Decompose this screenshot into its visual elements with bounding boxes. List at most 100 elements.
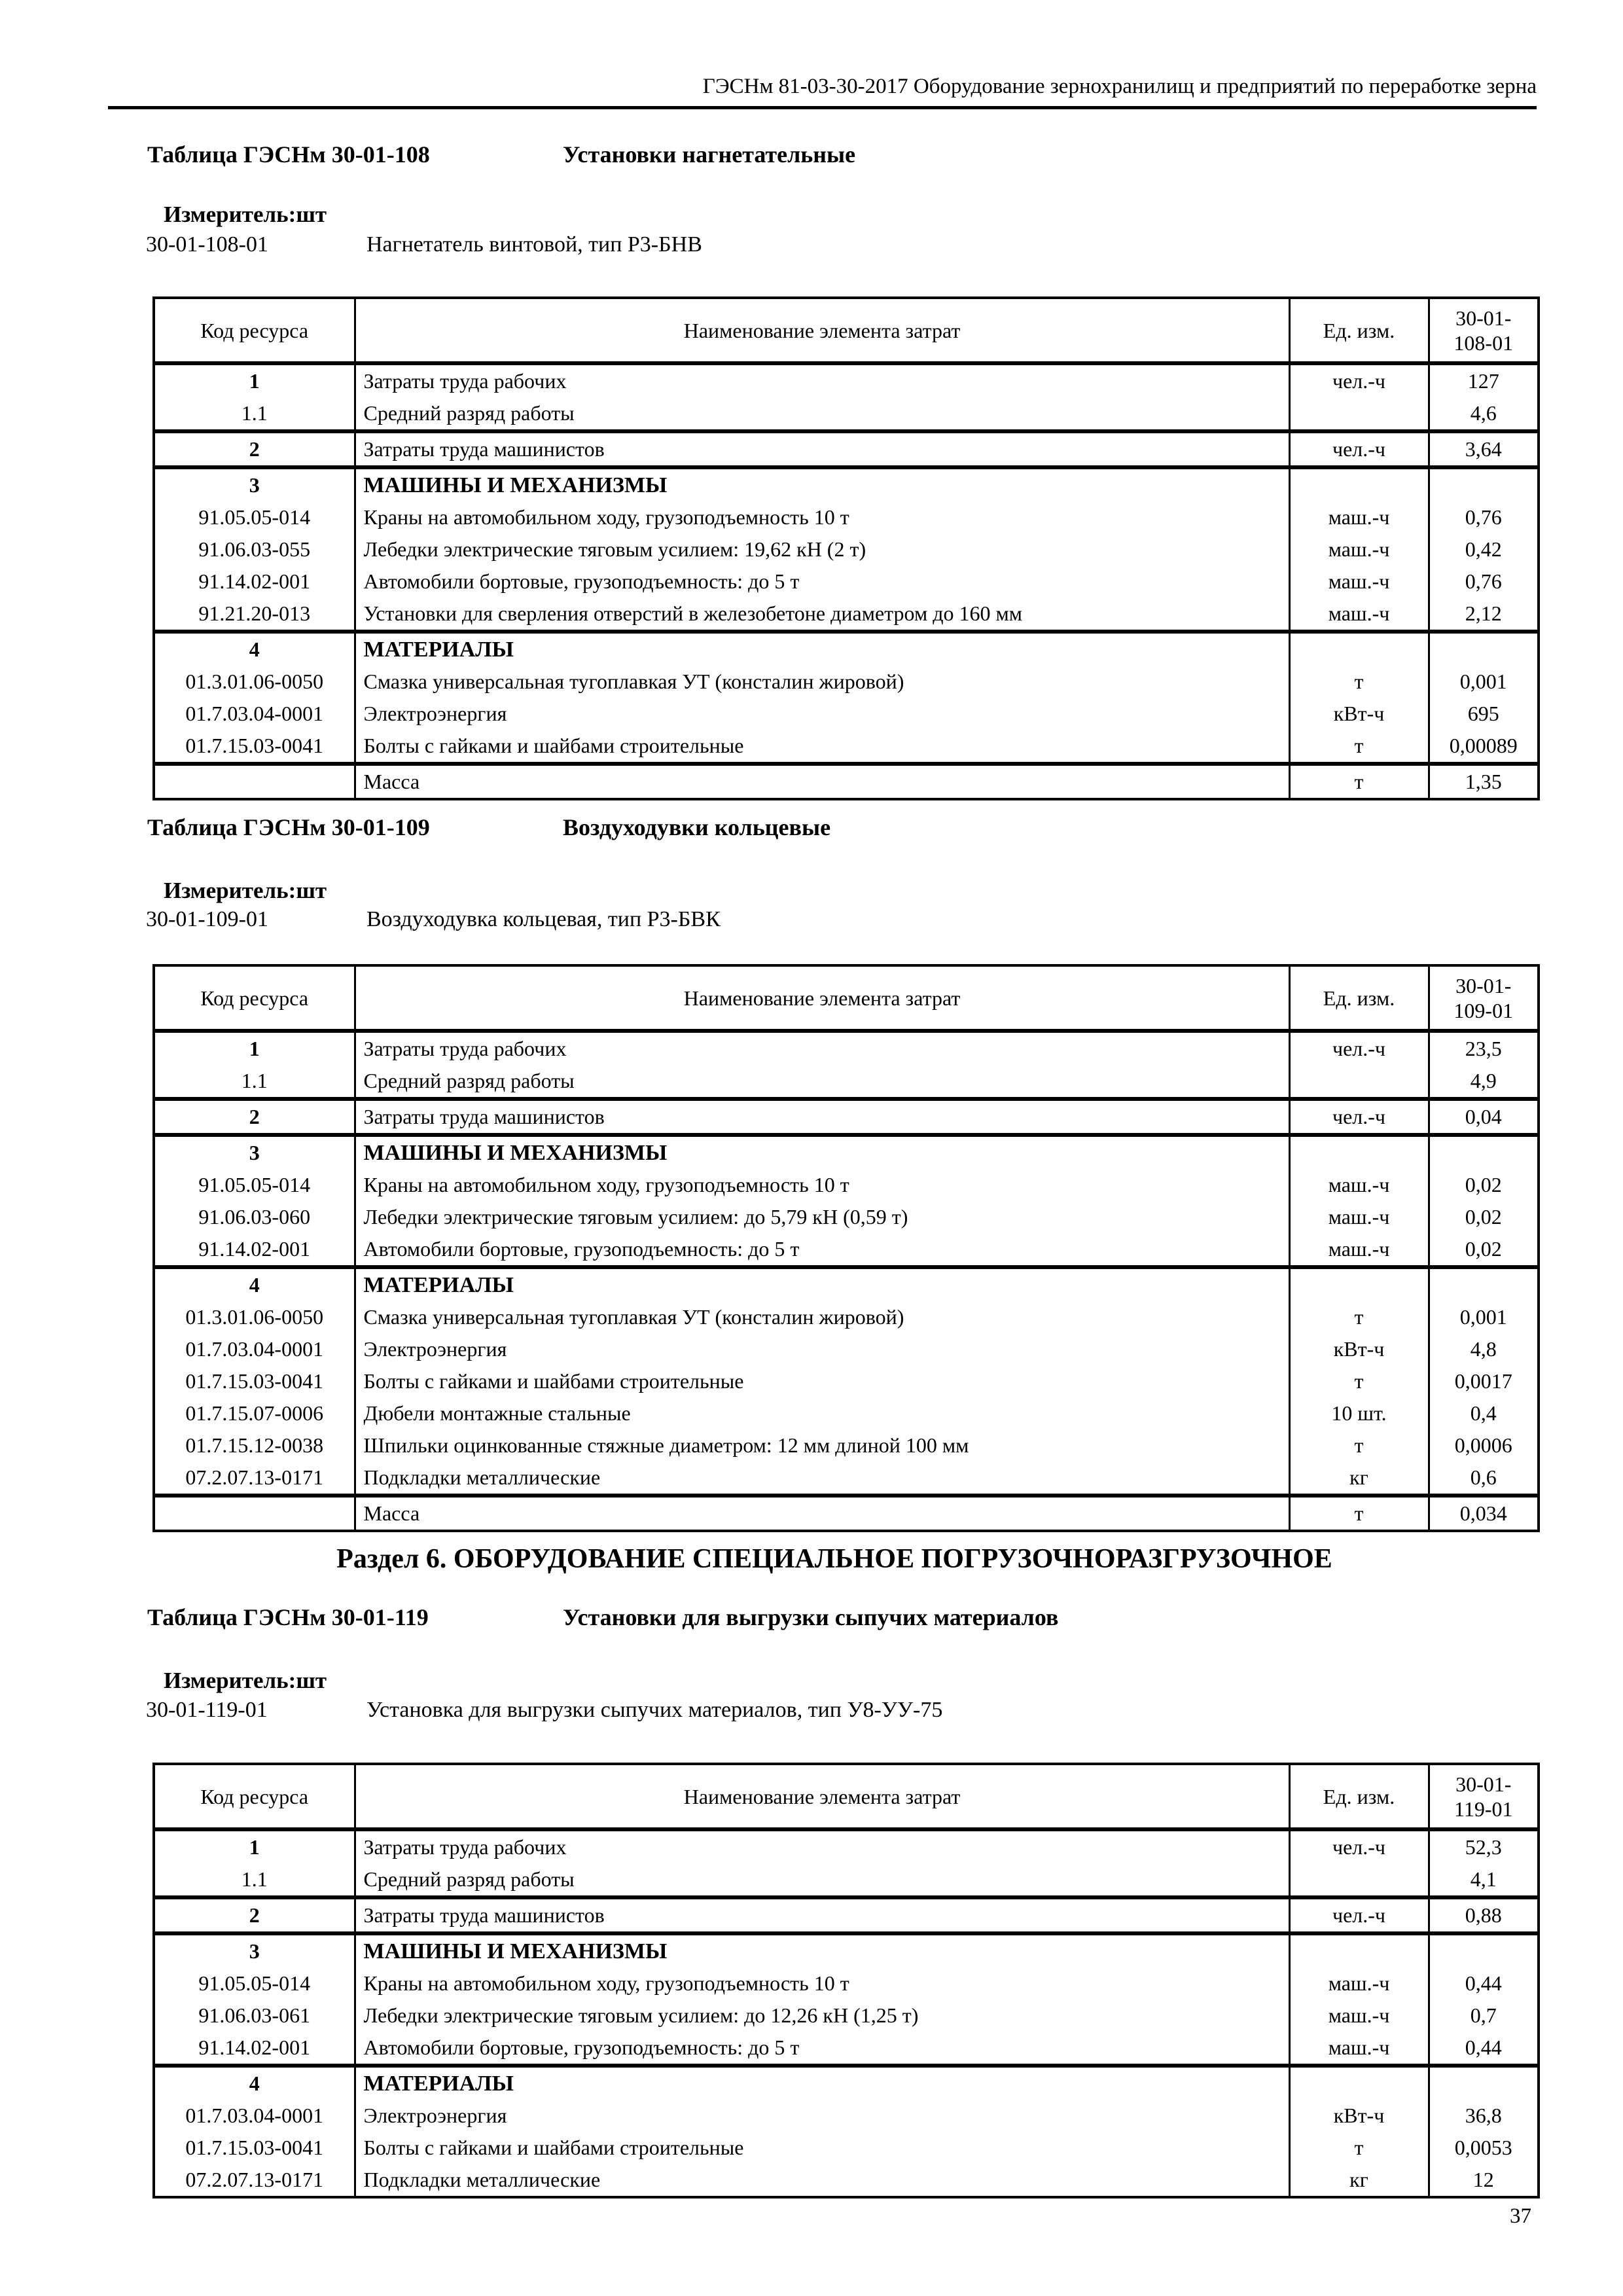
col-header-unit: Ед. изм.	[1288, 965, 1430, 1033]
cell-code: 4	[152, 2064, 356, 2100]
table-row: 2 Затраты труда машинистов чел.-ч 3,64	[152, 429, 1540, 467]
table-row: 91.05.05-014 Краны на автомобильном ходу,…	[152, 1967, 1540, 2000]
cell-unit: т	[1288, 730, 1430, 764]
cell-value: 4,6	[1427, 397, 1540, 431]
cell-name: Смазка универсальная тугоплавкая УТ (кон…	[353, 666, 1291, 698]
cell-unit: т	[1288, 2132, 1430, 2164]
table-row: 91.05.05-014 Краны на автомобильном ходу,…	[152, 501, 1540, 533]
table-row: 01.3.01.06-0050 Смазка универсальная туго…	[152, 1301, 1540, 1333]
cell-unit: кВт-ч	[1288, 1333, 1430, 1365]
cell-unit: чел.-ч	[1288, 1829, 1430, 1863]
cell-name: Затраты труда машинистов	[353, 1895, 1291, 1933]
cell-value: 0,001	[1427, 666, 1540, 698]
cell-code: 91.21.20-013	[152, 598, 356, 632]
item-code: 30-01-109-01	[146, 907, 268, 931]
table-section-109: Таблица ГЭСНм 30-01-109 Воздуходувки коль…	[128, 814, 1541, 1532]
measurer-value: шт	[296, 202, 327, 227]
cell-name: Затраты труда рабочих	[353, 363, 1291, 397]
col-header-norm-code: 30-01- 109-01	[1427, 965, 1540, 1033]
cell-code: 01.7.15.03-0041	[152, 2132, 356, 2164]
table-row: 07.2.07.13-0171 Подкладки металлические кг…	[152, 2164, 1540, 2197]
cell-code: 1.1	[152, 1863, 356, 1897]
cost-table-109: Код ресурса Наименование элемента затрат…	[152, 964, 1540, 1532]
cell-unit	[1288, 2064, 1430, 2100]
measurer-line: Измеритель:шт	[164, 202, 327, 228]
item-name: Воздуходувка кольцевая, тип Р3-БВК	[366, 907, 721, 931]
cell-name: Установки для сверления отверстий в желе…	[353, 598, 1291, 632]
cell-code: 01.7.03.04-0001	[152, 1333, 356, 1365]
cell-unit: т	[1288, 1494, 1430, 1531]
cell-value: 0,7	[1427, 2000, 1540, 2032]
cell-unit	[1288, 1931, 1430, 1967]
cell-code: 91.06.03-055	[152, 533, 356, 565]
cell-name: Средний разряд работы	[353, 1065, 1291, 1099]
item-code: 30-01-108-01	[146, 232, 268, 257]
cell-name: Краны на автомобильном ходу, грузоподъем…	[353, 1967, 1291, 2000]
cell-unit: маш.-ч	[1288, 1169, 1430, 1201]
cell-name: МАТЕРИАЛЫ	[353, 2064, 1291, 2100]
cell-code: 3	[152, 1931, 356, 1967]
cell-name: МАШИНЫ И МЕХАНИЗМЫ	[353, 1931, 1291, 1967]
cell-value: 4,8	[1427, 1333, 1540, 1365]
cell-value: 4,9	[1427, 1065, 1540, 1099]
cell-name: МАШИНЫ И МЕХАНИЗМЫ	[353, 1133, 1291, 1169]
cell-unit	[1288, 1133, 1430, 1169]
cell-unit	[1288, 630, 1430, 666]
table-title: Таблица ГЭСНм 30-01-108 Установки нагнета…	[147, 141, 855, 168]
cell-value: 0,00089	[1427, 730, 1540, 764]
cell-unit: чел.-ч	[1288, 363, 1430, 397]
table-row: 1 Затраты труда рабочих чел.-ч 23,5	[152, 1031, 1540, 1065]
cell-value: 0,42	[1427, 533, 1540, 565]
running-header: ГЭСНм 81-03-30-2017 Оборудование зернохр…	[702, 75, 1537, 98]
col-header-norm-code: 30-01- 119-01	[1427, 1764, 1540, 1831]
cell-value: 0,0006	[1427, 1429, 1540, 1462]
table-title-code: Таблица ГЭСНм 30-01-119	[147, 1604, 429, 1630]
table-row: 4 МАТЕРИАЛЫ	[152, 630, 1540, 666]
table-title-name: Воздуходувки кольцевые	[563, 814, 831, 840]
cell-value	[1427, 1133, 1540, 1169]
cell-unit	[1288, 1863, 1430, 1897]
col-header-unit: Ед. изм.	[1288, 1764, 1430, 1831]
cell-value: 3,64	[1427, 429, 1540, 467]
col-header-norm-code: 30-01- 108-01	[1427, 298, 1540, 365]
cell-value: 0,034	[1427, 1494, 1540, 1531]
cell-unit: т	[1288, 762, 1430, 799]
cell-code: 1	[152, 1829, 356, 1863]
section-heading: Раздел 6. ОБОРУДОВАНИЕ СПЕЦИАЛЬНОЕ ПОГРУ…	[336, 1544, 1332, 1574]
cell-value: 0,6	[1427, 1462, 1540, 1496]
cell-name: Болты с гайками и шайбами строительные	[353, 2132, 1291, 2164]
cell-value: 0,44	[1427, 2032, 1540, 2066]
cell-code: 2	[152, 1097, 356, 1135]
cell-value: 0,02	[1427, 1201, 1540, 1233]
cell-value: 127	[1427, 363, 1540, 397]
item-line: 30-01-109-01 Воздуходувка кольцевая, тип …	[146, 907, 721, 932]
cell-unit	[1288, 397, 1430, 431]
cell-code: 01.7.15.07-0006	[152, 1397, 356, 1429]
table-row: 01.7.15.03-0041 Болты с гайками и шайбами…	[152, 2132, 1540, 2164]
cell-unit: маш.-ч	[1288, 1201, 1430, 1233]
page-number: 37	[1510, 2204, 1531, 2228]
table-title-name: Установки для выгрузки сыпучих материало…	[563, 1604, 1059, 1630]
table-section-119: Таблица ГЭСНм 30-01-119 Установки для выг…	[128, 1604, 1541, 2198]
cell-value: 4,1	[1427, 1863, 1540, 1897]
measurer-line: Измеритель:шт	[164, 1668, 327, 1694]
cell-unit	[1288, 1065, 1430, 1099]
cell-unit: кВт-ч	[1288, 698, 1430, 730]
table-row: 2 Затраты труда машинистов чел.-ч 0,88	[152, 1895, 1540, 1933]
cell-code: 91.06.03-061	[152, 2000, 356, 2032]
measurer-label: Измеритель:	[164, 1668, 296, 1693]
cell-unit: маш.-ч	[1288, 1967, 1430, 2000]
item-code: 30-01-119-01	[146, 1698, 268, 1722]
table-title-code: Таблица ГЭСНм 30-01-109	[147, 814, 430, 840]
cell-name: Масса	[353, 1494, 1291, 1531]
cell-value: 0,76	[1427, 565, 1540, 598]
cell-name: Лебедки электрические тяговым усилием: д…	[353, 1201, 1291, 1233]
cell-unit: маш.-ч	[1288, 565, 1430, 598]
cell-name: Подкладки металлические	[353, 1462, 1291, 1496]
col-header-cost-element: Наименование элемента затрат	[353, 298, 1291, 365]
cell-code	[152, 762, 356, 799]
cost-table-119: Код ресурса Наименование элемента затрат…	[152, 1763, 1540, 2198]
cell-name: Электроэнергия	[353, 698, 1291, 730]
cell-unit: кВт-ч	[1288, 2100, 1430, 2132]
